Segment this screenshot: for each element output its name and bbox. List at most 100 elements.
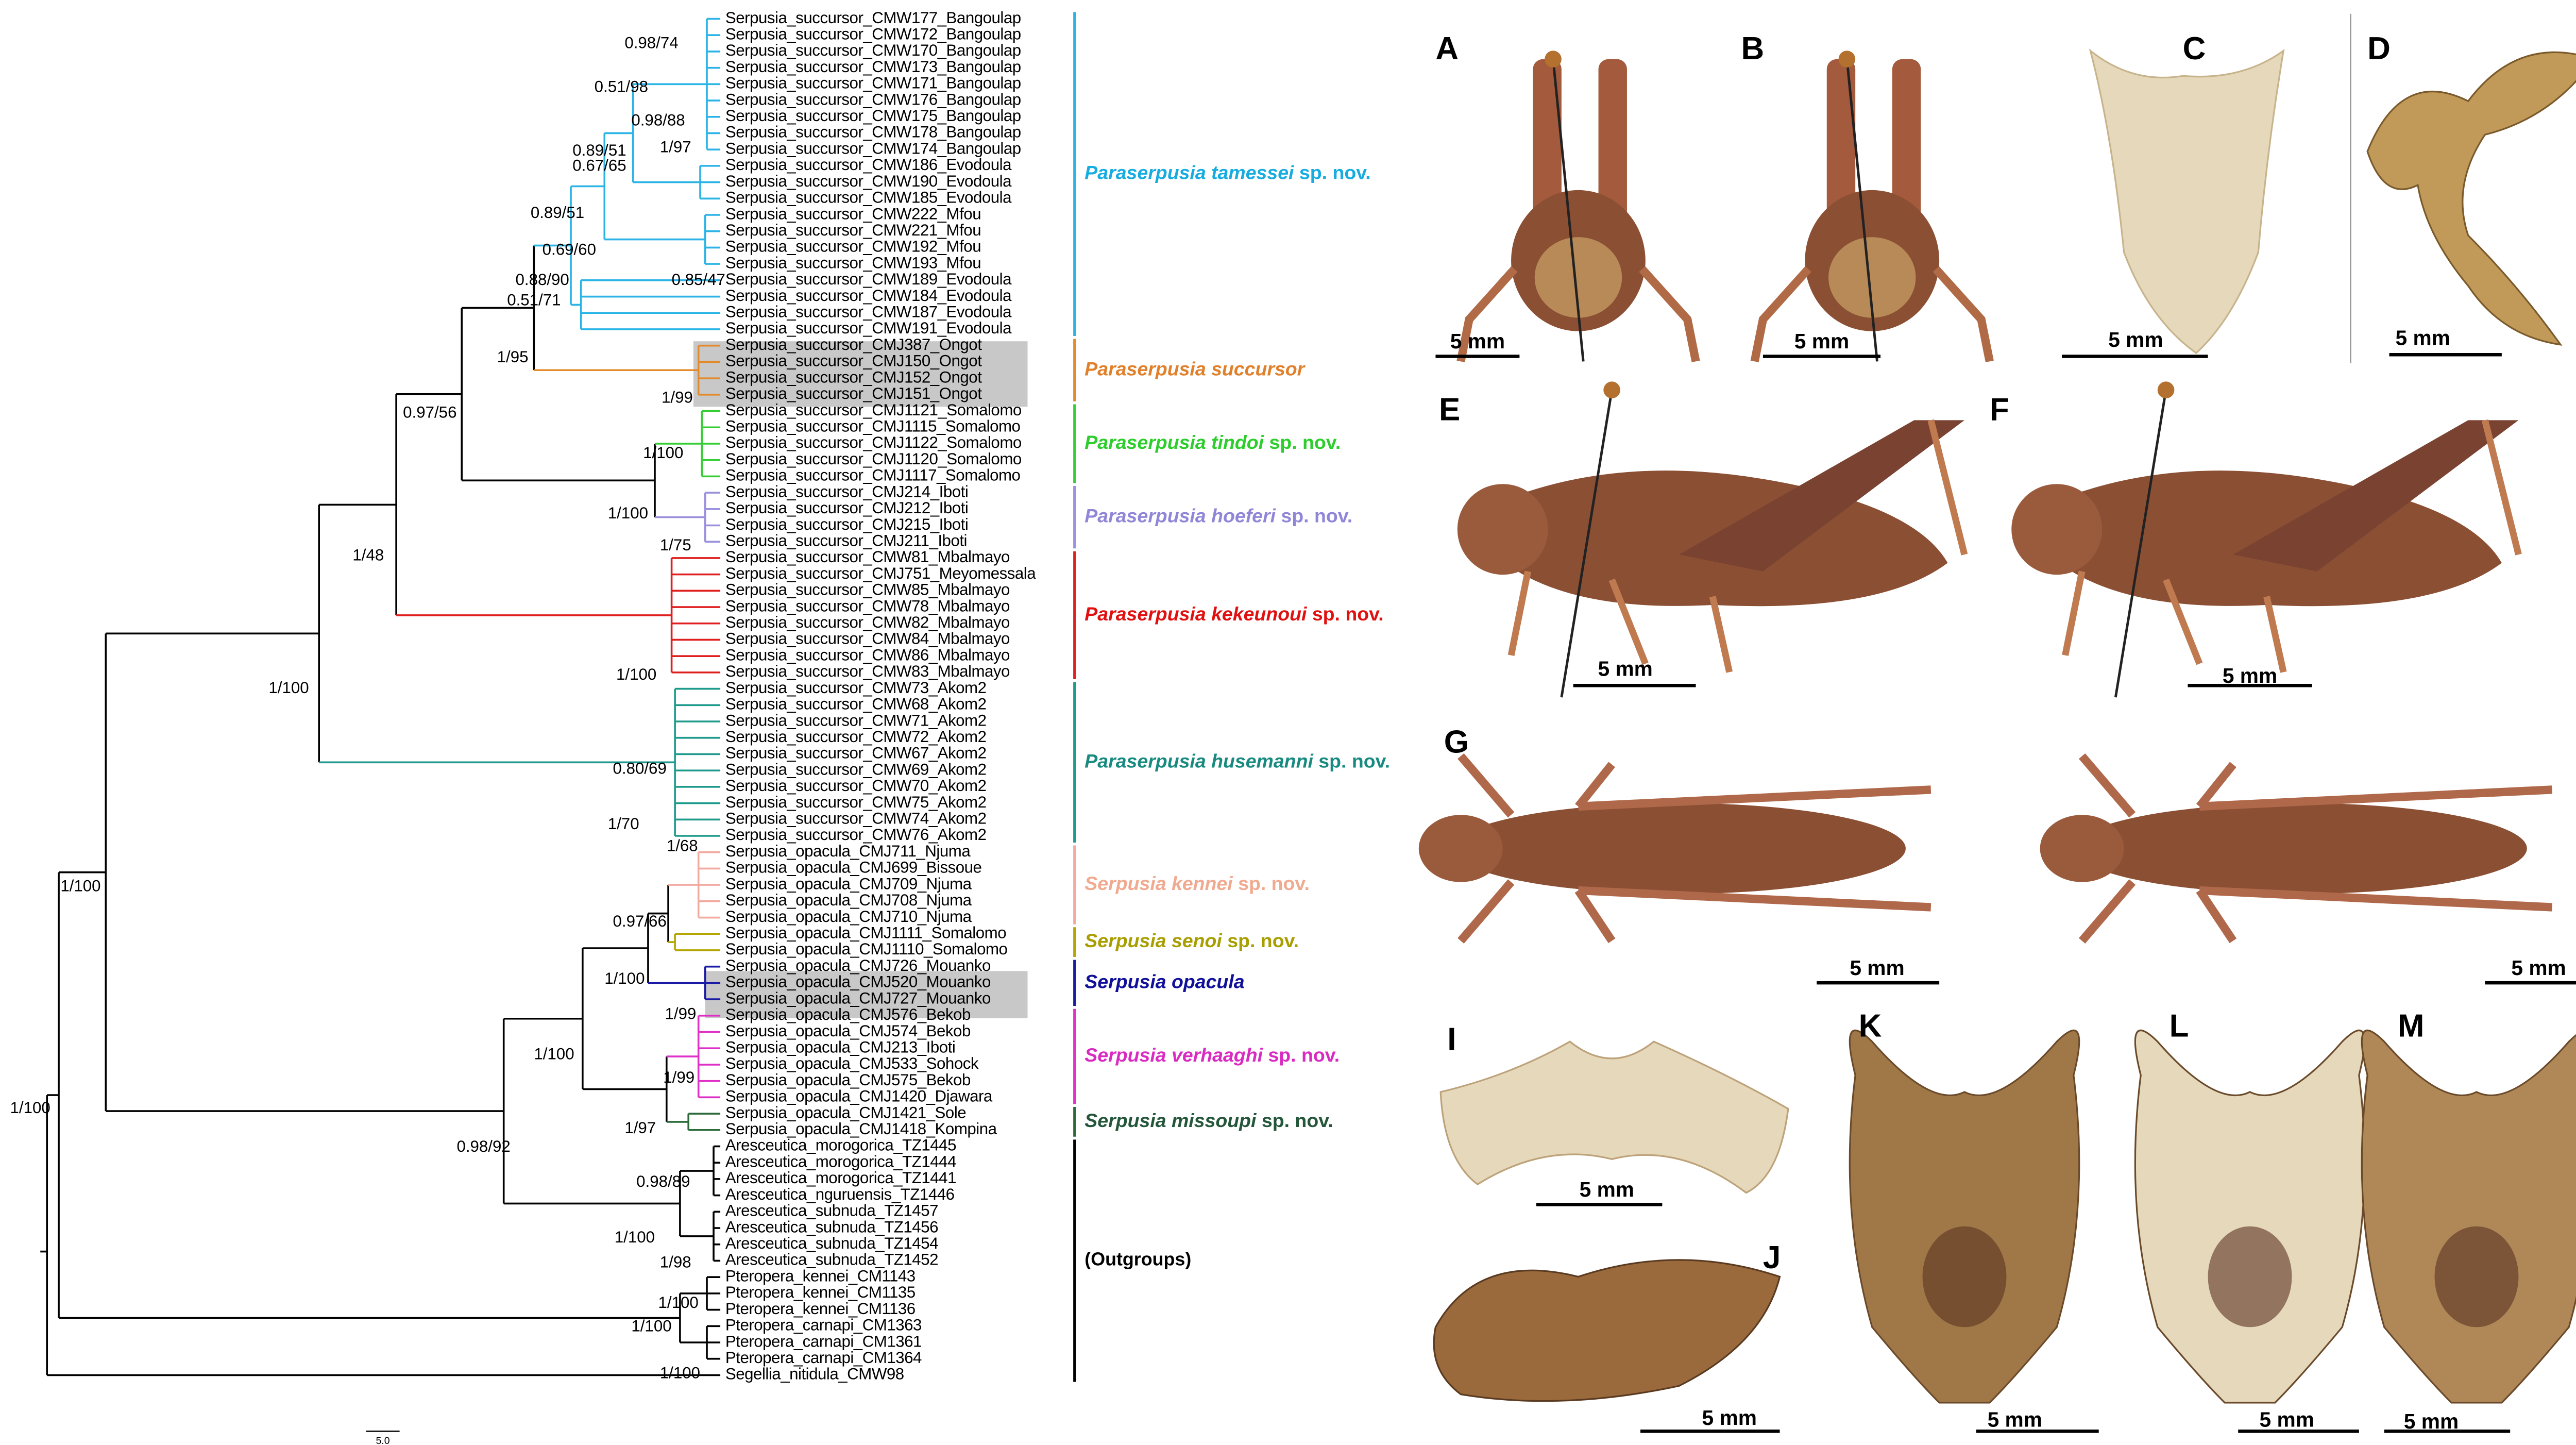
leaf-label: Aresceutica_subnuda_TZ1452: [725, 1251, 938, 1269]
leaf-label: Serpusia_succursor_CMW177_Bangoulap: [725, 9, 1021, 27]
leaf-label: Serpusia_succursor_CMJ214_Iboti: [725, 482, 968, 500]
panel-letter: E: [1439, 392, 1460, 427]
support-value: 1/100: [631, 1317, 671, 1335]
specimen-shape: [1456, 266, 1700, 362]
leaf-label: Serpusia_succursor_CMJ152_Ongot: [725, 368, 982, 386]
leaf-label: Serpusia_opacula_CMJ533_Sohock: [725, 1054, 979, 1072]
clade-name: Serpusia verhaaghi: [1084, 1044, 1263, 1066]
clade-name: Paraserpusia husemanni: [1084, 750, 1314, 771]
leaf-label: Serpusia_succursor_CMW222_Mfou: [725, 205, 981, 223]
leaf-label: Serpusia_succursor_CMW85_Mbalmayo: [725, 581, 1010, 599]
specimen-shape: [1552, 59, 1585, 362]
specimen-shape: [2366, 51, 2576, 346]
leaf-label: Serpusia_succursor_CMW170_Bangoulap: [725, 41, 1021, 59]
leaf-label: Serpusia_succursor_CMW68_Akom2: [725, 695, 987, 713]
panel-letter: B: [1741, 31, 1765, 66]
leaf-label: Serpusia_succursor_CMW186_Evodoula: [725, 156, 1012, 174]
specimen-shape: [2361, 1029, 2576, 1404]
scale-label: 5 mm: [2511, 956, 2566, 980]
specimen-shape: [2011, 484, 2103, 575]
leaf-label: Serpusia_succursor_CMJ1120_Somalomo: [725, 450, 1022, 468]
leaf-label: Serpusia_succursor_CMJ1121_Somalomo: [725, 401, 1022, 419]
support-value: 1/100: [10, 1099, 50, 1117]
specimen-shape: [1922, 1226, 2007, 1328]
specimen-shape: [2062, 419, 2522, 673]
specimen-shape: [2089, 48, 2285, 355]
clade-name: Serpusia opacula: [1084, 970, 1244, 992]
leaf-label: Serpusia_succursor_CMJ151_Ongot: [725, 384, 982, 402]
leaf-label: Serpusia_opacula_CMJ710_Njuma: [725, 908, 972, 926]
leaf-label: Serpusia_succursor_CMW71_Akom2: [725, 711, 987, 729]
specimen-shape: [2157, 381, 2175, 399]
leaf-label: Serpusia_succursor_CMW176_Bangoulap: [725, 90, 1021, 108]
leaf-label: Serpusia_succursor_CMW67_Akom2: [725, 744, 987, 762]
leaf-label: Serpusia_succursor_CMW83_Mbalmayo: [725, 662, 1010, 680]
specimen-shape: [1845, 59, 1878, 362]
support-value: 0.51/98: [595, 77, 648, 95]
leaf-label: Serpusia_opacula_CMJ520_Mouanko: [725, 973, 991, 991]
specimen-shape: [1458, 753, 1931, 944]
clade-suffix: sp. nov.: [1238, 872, 1310, 894]
leaf-label: Serpusia_opacula_CMJ575_Bekob: [725, 1071, 971, 1089]
leaf-label: Serpusia_succursor_CMW78_Mbalmayo: [725, 597, 1010, 615]
support-value: 1/48: [352, 546, 384, 564]
leaf-label: Serpusia_succursor_CMW221_Mfou: [725, 221, 981, 239]
leaf-label: Serpusia_succursor_CMJ387_Ongot: [725, 335, 982, 354]
specimen-shape: [2233, 420, 2519, 572]
clade-name: Serpusia missoupi: [1084, 1110, 1257, 1131]
support-value: 0.98/88: [631, 111, 685, 129]
leaf-label: Serpusia_succursor_CMJ215_Iboti: [725, 515, 968, 533]
scale-label: 5 mm: [1702, 1406, 1757, 1430]
highlight-box: [705, 971, 1028, 1018]
support-value: 1/68: [667, 836, 698, 854]
leaf-label: Serpusia_succursor_CMW174_Bangoulap: [725, 139, 1021, 157]
leaf-label: Serpusia_succursor_CMW171_Bangoulap: [725, 74, 1021, 92]
support-value: 1/99: [663, 1068, 694, 1086]
leaf-label: Serpusia_succursor_CMW175_Bangoulap: [725, 107, 1021, 125]
leaf-label: Serpusia_opacula_CMJ1418_Kompina: [725, 1120, 997, 1138]
leaf-label: Serpusia_opacula_CMJ727_Mouanko: [725, 989, 991, 1007]
panel-letter: C: [2183, 31, 2206, 66]
support-value: 0.80/69: [613, 760, 667, 778]
clade-suffix: sp. nov.: [1269, 431, 1341, 453]
leaf-label: Serpusia_opacula_CMJ708_Njuma: [725, 891, 972, 909]
specimen-shape: [1452, 803, 1906, 894]
leaf-label: Serpusia_opacula_CMJ1111_Somalomo: [725, 924, 1006, 942]
clade-label: Paraserpusia kekeunoui sp. nov.: [1084, 603, 1383, 625]
panel-letter: G: [1444, 725, 1469, 760]
support-value: 0.69/60: [543, 240, 596, 258]
leaf-label: Serpusia_opacula_CMJ726_Mouanko: [725, 956, 991, 974]
clade-suffix: sp. nov.: [1299, 162, 1371, 183]
clade-suffix: sp. nov.: [1268, 1044, 1340, 1066]
leaf-label: Serpusia_succursor_CMW81_Mbalmayo: [725, 548, 1010, 566]
leaf-label: Aresceutica_morogorica_TZ1445: [725, 1136, 956, 1154]
clade-name: Serpusia senoi: [1084, 930, 1223, 951]
specimen-shape: [1849, 1029, 2080, 1404]
clade-label: Serpusia opacula: [1084, 970, 1244, 992]
clade-name: Paraserpusia hoeferi: [1084, 505, 1276, 527]
support-value: 0.98/89: [636, 1172, 690, 1190]
leaf-label: Serpusia_succursor_CMW82_Mbalmayo: [725, 613, 1010, 631]
leaf-label: Serpusia_succursor_CMJ1122_Somalomo: [725, 433, 1022, 451]
support-value: 1/100: [658, 1293, 699, 1312]
scale-label: 5 mm: [1450, 329, 1505, 353]
support-value: 1/95: [497, 348, 529, 366]
leaf-label: Pteropera_kennei_CM1135: [725, 1283, 916, 1301]
leaf-label: Aresceutica_subnuda_TZ1457: [725, 1202, 938, 1220]
support-value: 1/97: [624, 1119, 656, 1137]
support-value: 0.51/71: [507, 291, 561, 309]
leaf-label: Serpusia_succursor_CMW193_Mfou: [725, 254, 981, 272]
leaf-label: Serpusia_opacula_CMJ709_Njuma: [725, 875, 972, 893]
support-value: 1/100: [268, 679, 309, 697]
scale-label: 5 mm: [2404, 1409, 2459, 1433]
clade-name: Paraserpusia succursor: [1084, 358, 1306, 379]
photos: [1418, 48, 2576, 1404]
leaf-label: Serpusia_succursor_CMW185_Evodoula: [725, 189, 1012, 207]
support-value: 1/100: [534, 1045, 574, 1063]
scale-label: 5 mm: [1580, 1178, 1634, 1201]
clade-suffix: sp. nov.: [1312, 603, 1384, 625]
leaf-label: Pteropera_carnapi_CM1363: [725, 1316, 922, 1334]
panel-letter: I: [1447, 1022, 1456, 1057]
